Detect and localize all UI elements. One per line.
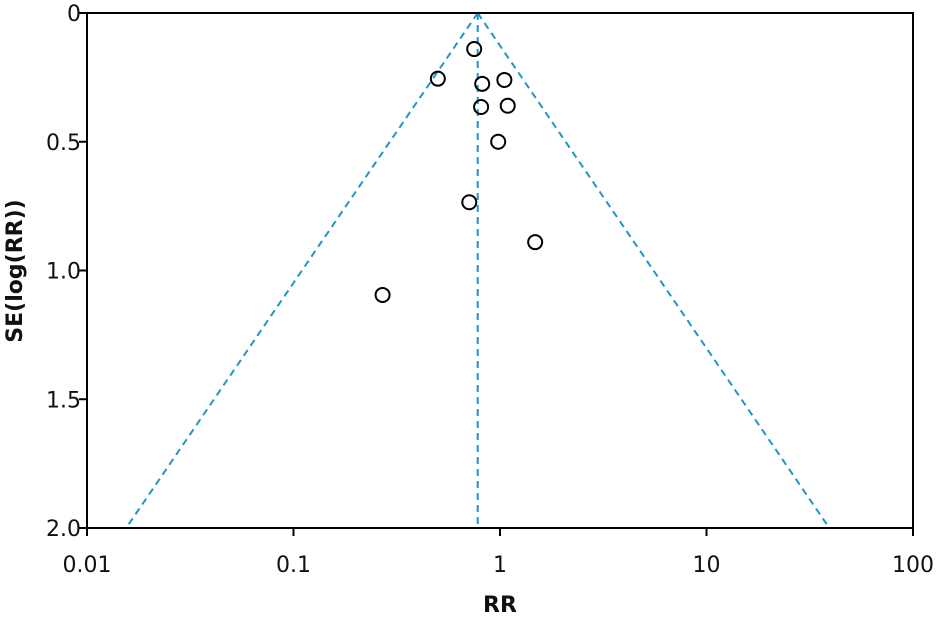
study-point-9 xyxy=(527,234,544,251)
x-tick-label-4: 10 xyxy=(693,553,721,578)
y-axis-ticks: 0 0.5 1.0 1.5 2.0 xyxy=(46,2,87,542)
study-point-5 xyxy=(473,98,490,115)
y-tick-label-2: 0.5 xyxy=(46,131,81,156)
study-point-6 xyxy=(499,97,516,114)
y-axis-title: SE(log(RR)) xyxy=(3,199,28,342)
study-point-8 xyxy=(461,194,478,211)
y-tick-label-1: 0 xyxy=(67,2,81,27)
y-tick-label-3: 1.0 xyxy=(46,260,81,285)
plot-area-frame xyxy=(86,12,914,529)
study-point-4 xyxy=(496,71,513,88)
funnel-left-boundary xyxy=(125,13,479,528)
y-tick-label-4: 1.5 xyxy=(46,388,81,413)
study-point-3 xyxy=(474,75,491,92)
study-point-7 xyxy=(490,133,507,150)
funnel-right-boundary xyxy=(476,13,831,528)
study-point-10 xyxy=(374,286,391,303)
study-point-2 xyxy=(429,70,446,87)
x-tick-label-1: 0.01 xyxy=(63,553,112,578)
x-tick-label-3: 1 xyxy=(493,553,507,578)
x-axis-title: RR xyxy=(483,593,517,618)
y-tick-label-5: 2.0 xyxy=(46,517,81,542)
funnel-layer xyxy=(125,13,831,528)
x-tick-label-5: 100 xyxy=(892,553,934,578)
study-point-1 xyxy=(466,41,483,58)
points-layer xyxy=(374,41,544,303)
x-axis-ticks: 0.01 0.1 1 10 100 xyxy=(63,528,934,578)
x-tick-label-2: 0.1 xyxy=(276,553,311,578)
